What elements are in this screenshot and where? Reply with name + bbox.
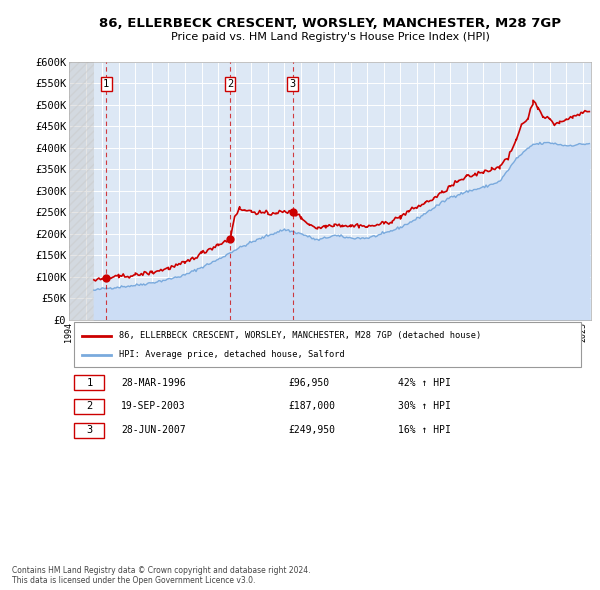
Text: £96,950: £96,950 xyxy=(288,378,329,388)
Text: 3: 3 xyxy=(86,425,92,435)
Text: 86, ELLERBECK CRESCENT, WORSLEY, MANCHESTER, M28 7GP: 86, ELLERBECK CRESCENT, WORSLEY, MANCHES… xyxy=(99,17,561,30)
Text: 2: 2 xyxy=(227,79,233,89)
Text: 30% ↑ HPI: 30% ↑ HPI xyxy=(398,401,451,411)
FancyBboxPatch shape xyxy=(74,375,104,390)
Text: 86, ELLERBECK CRESCENT, WORSLEY, MANCHESTER, M28 7GP (detached house): 86, ELLERBECK CRESCENT, WORSLEY, MANCHES… xyxy=(119,332,481,340)
Text: £249,950: £249,950 xyxy=(288,425,335,435)
Text: 28-MAR-1996: 28-MAR-1996 xyxy=(121,378,186,388)
Bar xyxy=(69,62,94,320)
Text: 19-SEP-2003: 19-SEP-2003 xyxy=(121,401,186,411)
Text: 16% ↑ HPI: 16% ↑ HPI xyxy=(398,425,451,435)
FancyBboxPatch shape xyxy=(74,399,104,414)
Text: Price paid vs. HM Land Registry's House Price Index (HPI): Price paid vs. HM Land Registry's House … xyxy=(170,32,490,42)
Text: HPI: Average price, detached house, Salford: HPI: Average price, detached house, Salf… xyxy=(119,350,344,359)
FancyBboxPatch shape xyxy=(74,423,104,438)
Text: Contains HM Land Registry data © Crown copyright and database right 2024.: Contains HM Land Registry data © Crown c… xyxy=(12,566,311,575)
Text: 2: 2 xyxy=(86,401,92,411)
Text: This data is licensed under the Open Government Licence v3.0.: This data is licensed under the Open Gov… xyxy=(12,576,256,585)
Text: 1: 1 xyxy=(103,79,109,89)
Text: £187,000: £187,000 xyxy=(288,401,335,411)
Text: 1: 1 xyxy=(86,378,92,388)
Text: 42% ↑ HPI: 42% ↑ HPI xyxy=(398,378,451,388)
Text: 28-JUN-2007: 28-JUN-2007 xyxy=(121,425,186,435)
Text: 3: 3 xyxy=(289,79,296,89)
FancyBboxPatch shape xyxy=(74,322,581,368)
